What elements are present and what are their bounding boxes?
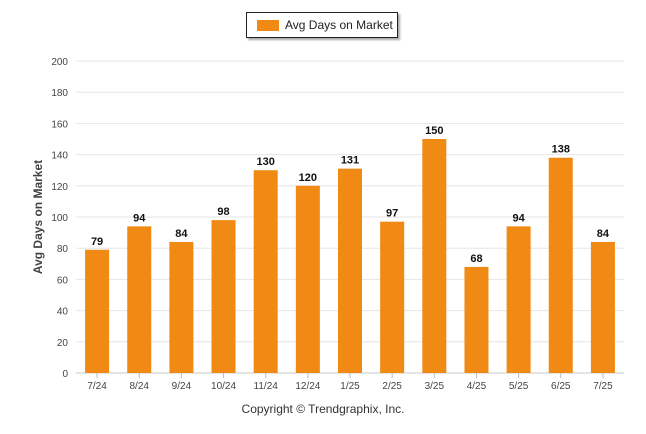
bar <box>169 241 194 373</box>
y-tick-label: 80 <box>57 244 69 255</box>
x-tick-label: 7/24 <box>87 381 107 392</box>
data-label: 79 <box>91 236 103 248</box>
x-tick-label: 2/25 <box>382 381 402 392</box>
bars <box>85 139 615 373</box>
bar <box>85 249 110 373</box>
x-tick-label: 10/24 <box>211 381 236 392</box>
y-tick-label: 160 <box>51 119 68 130</box>
data-label: 94 <box>133 212 146 224</box>
x-tick-label: 7/25 <box>593 381 613 392</box>
bar <box>464 266 489 373</box>
legend-swatch <box>257 19 279 31</box>
y-tick-label: 180 <box>51 88 68 99</box>
bar <box>211 220 236 373</box>
x-tick-label: 5/25 <box>509 381 529 392</box>
x-tick-label: 3/25 <box>425 381 445 392</box>
bar <box>295 185 320 373</box>
x-tick-label: 6/25 <box>551 381 571 392</box>
data-label: 98 <box>217 206 229 218</box>
x-tick-label: 1/25 <box>340 381 360 392</box>
y-tick-label: 20 <box>57 338 69 349</box>
bar <box>127 226 152 373</box>
data-labels: 79 94 84 98 130 120 131 97 150 68 94 138 84 <box>91 125 610 265</box>
bar <box>380 221 405 373</box>
data-label: 150 <box>425 125 443 137</box>
data-label: 68 <box>470 253 482 265</box>
y-tick-label: 200 <box>51 57 68 68</box>
data-label: 84 <box>597 228 610 240</box>
bar <box>422 139 447 373</box>
bar <box>548 157 573 373</box>
y-tick-label: 60 <box>57 275 69 286</box>
chart-legend: Avg Days on Market <box>246 12 398 38</box>
data-label: 97 <box>386 208 398 220</box>
data-label: 120 <box>299 172 317 184</box>
y-axis-title: Avg Days on Market <box>31 160 45 274</box>
y-tick-label: 0 <box>62 369 68 380</box>
bar <box>338 168 362 373</box>
data-label: 131 <box>341 155 359 167</box>
x-axis: 7/24 8/24 9/24 10/24 11/24 12/24 1/25 2/25 3/25 4… <box>87 373 613 392</box>
x-tick-label: 9/24 <box>172 381 192 392</box>
y-tick-label: 40 <box>57 307 69 318</box>
legend-label: Avg Days on Market <box>285 18 393 32</box>
y-tick-label: 100 <box>51 213 68 224</box>
bar <box>506 226 531 373</box>
y-axis: 0 20 40 60 80 100 120 140 160 180 200 <box>51 57 68 380</box>
data-label: 94 <box>512 212 525 224</box>
y-tick-label: 140 <box>51 151 68 162</box>
data-label: 138 <box>552 144 570 156</box>
x-tick-label: 4/25 <box>467 381 487 392</box>
copyright-credit: Copyright © Trendgraphix, Inc. <box>241 402 405 416</box>
x-tick-label: 8/24 <box>129 381 149 392</box>
y-tick-label: 120 <box>51 182 68 193</box>
bar-chart: 0 20 40 60 80 100 120 140 160 180 200 79 94 84 98 130 1… <box>31 57 624 392</box>
x-tick-label: 11/24 <box>254 381 279 392</box>
bar <box>253 170 278 373</box>
data-label: 130 <box>257 156 275 168</box>
bar <box>590 241 615 373</box>
x-tick-label: 12/24 <box>295 381 320 392</box>
data-label: 84 <box>175 228 188 240</box>
